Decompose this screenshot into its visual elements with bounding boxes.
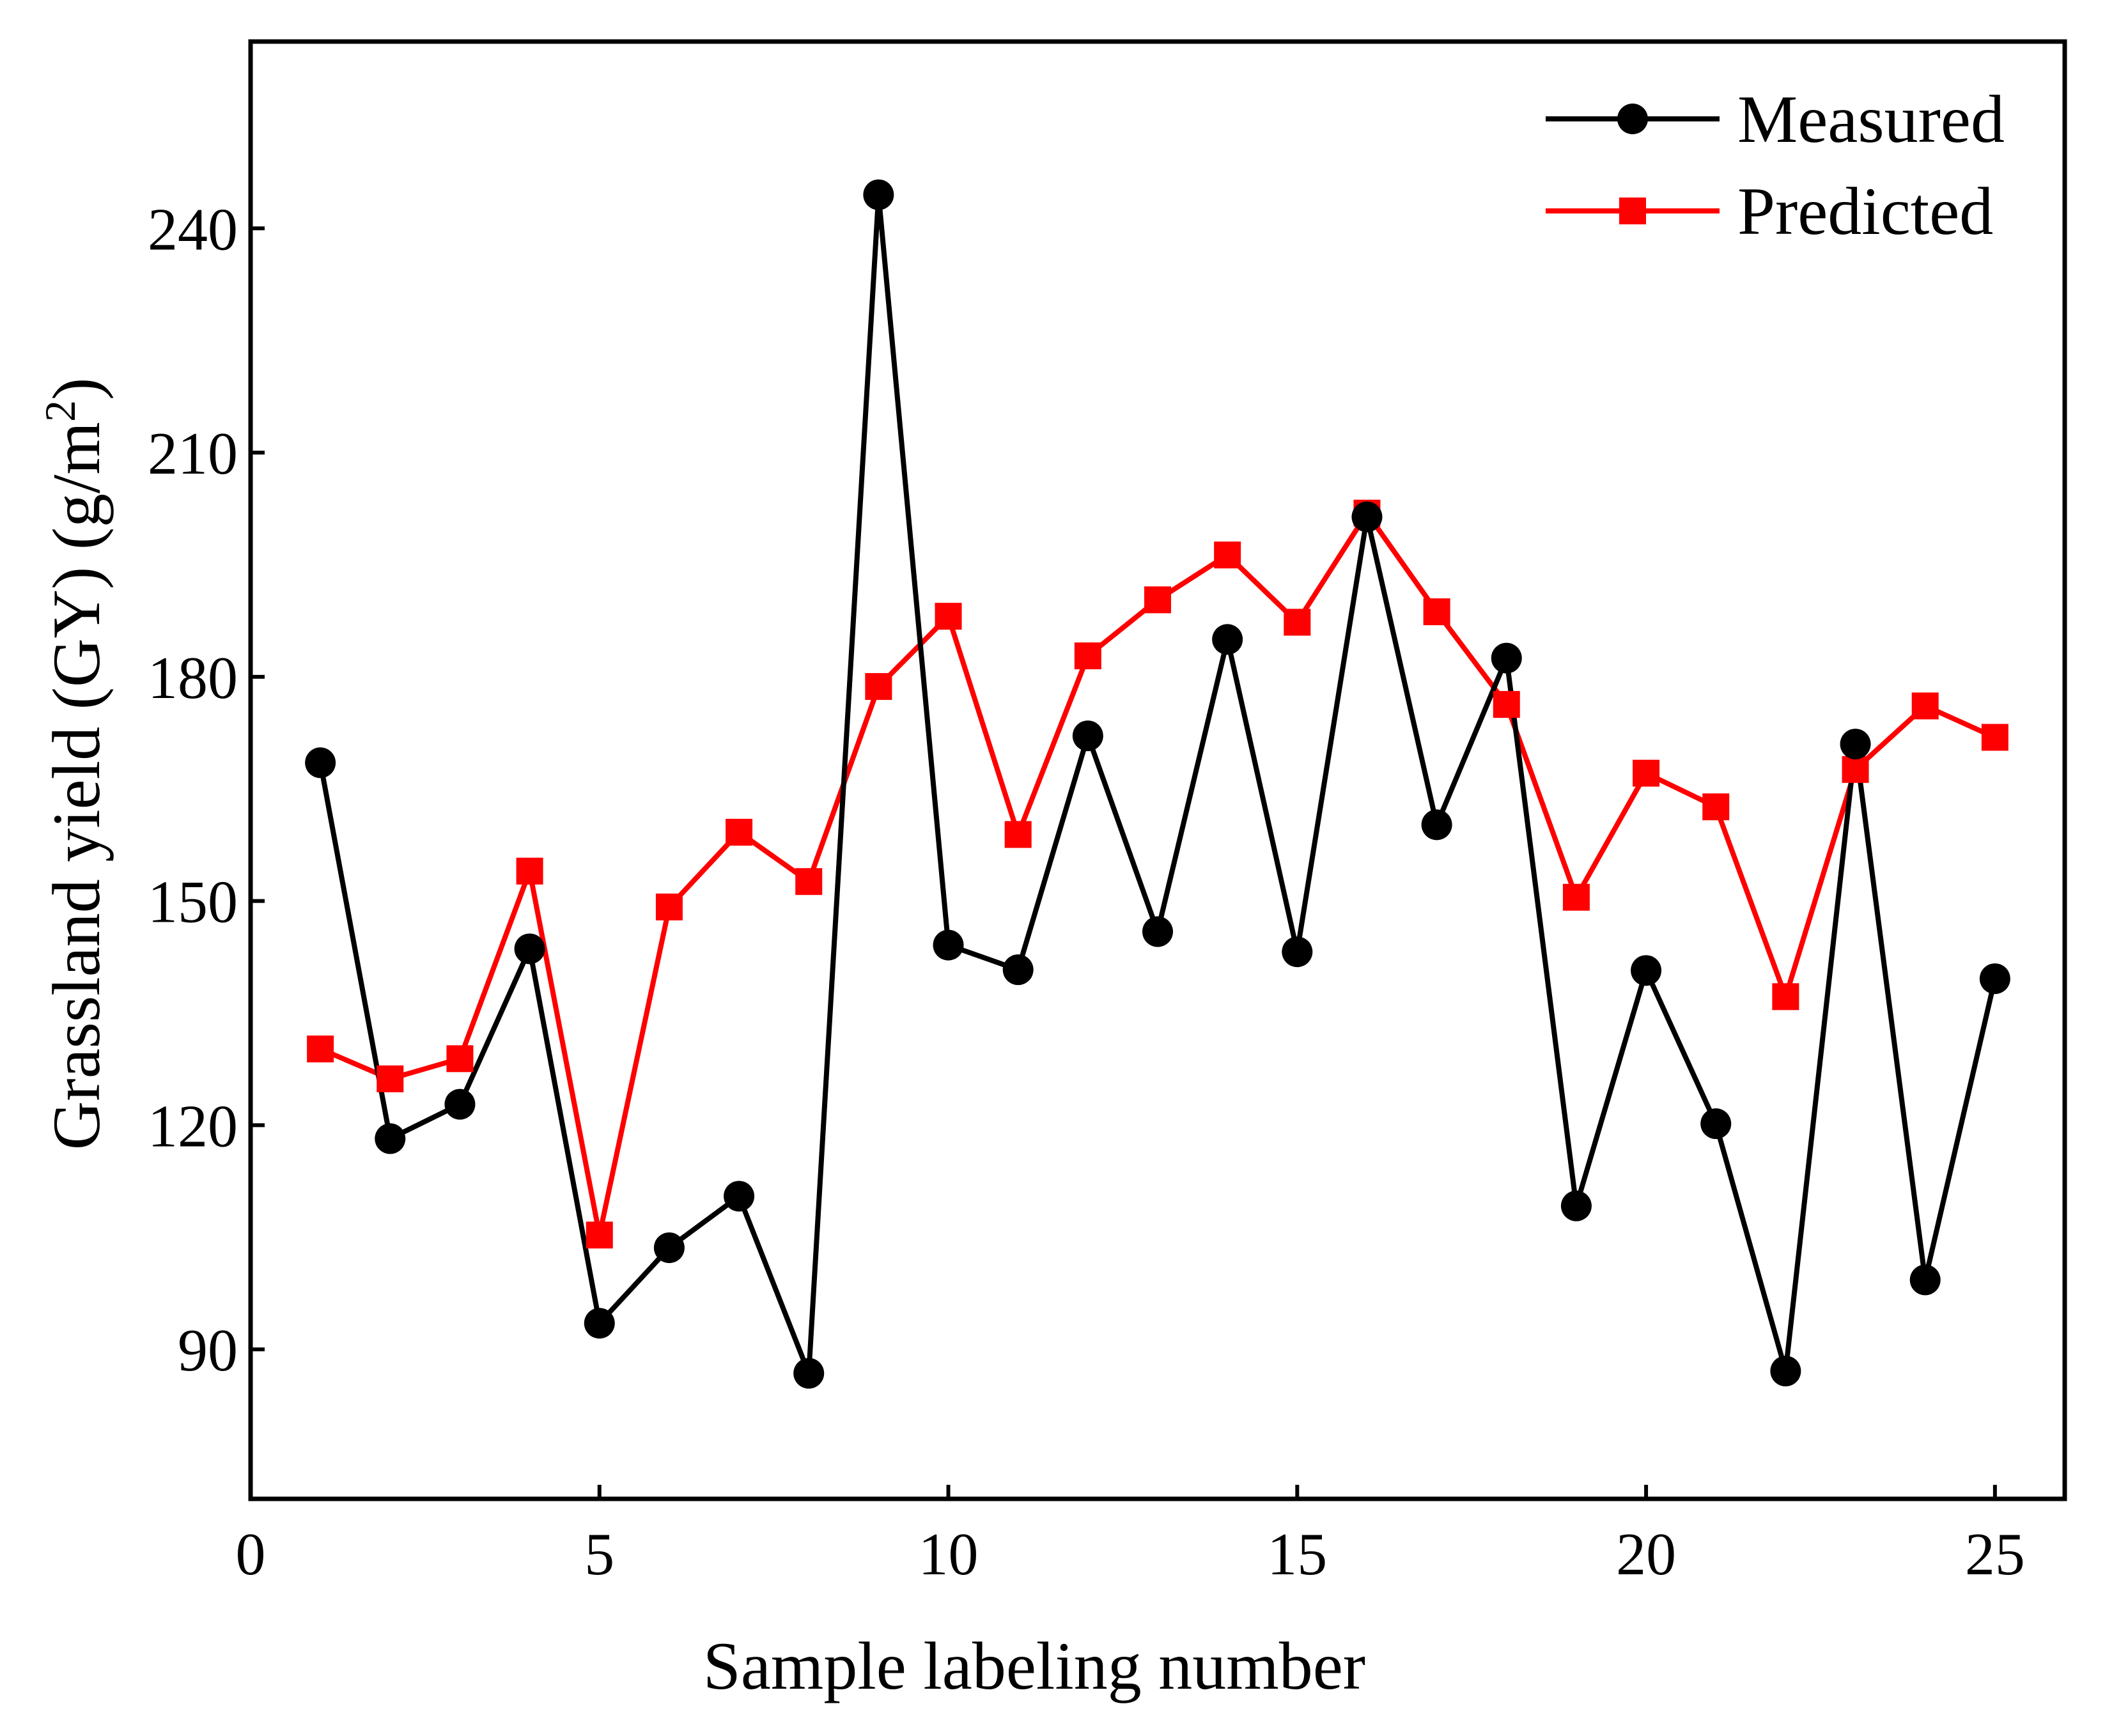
legend-label-measured: Measured: [1737, 82, 2005, 157]
plot-frame: [248, 39, 2067, 1501]
y-axis-ticks: 90 120 150 180 210 240: [148, 196, 265, 1384]
point-measured: [793, 1358, 825, 1389]
point-predicted: [1633, 759, 1660, 787]
point-predicted: [377, 1065, 404, 1092]
point-measured: [933, 929, 964, 961]
y-axis-title-main: Grassland yield (GY) (g/m: [39, 422, 114, 1150]
point-measured: [1631, 955, 1662, 986]
point-predicted: [1562, 883, 1590, 911]
point-predicted: [1214, 541, 1241, 569]
point-measured: [584, 1308, 615, 1339]
point-measured: [863, 179, 894, 210]
point-measured: [1421, 809, 1452, 841]
point-measured: [1840, 729, 1871, 760]
point-measured: [1002, 954, 1034, 986]
point-predicted: [1284, 608, 1311, 636]
x-axis-title: Sample labeling number: [703, 1629, 1365, 1703]
legend: Measured Predicted: [1546, 82, 2005, 249]
point-measured: [1212, 624, 1243, 655]
point-predicted: [1423, 598, 1450, 626]
y-tick-label: 120: [148, 1093, 238, 1159]
point-measured: [305, 747, 336, 779]
point-predicted: [1981, 724, 2008, 751]
x-axis-ticks: 0 5 10 15 20 25: [236, 1485, 2025, 1588]
point-predicted: [726, 819, 753, 846]
x-tick-label: 10: [919, 1521, 979, 1588]
y-tick-label: 210: [148, 421, 238, 487]
point-measured: [1282, 936, 1313, 968]
point-measured: [375, 1123, 406, 1154]
point-predicted: [1074, 642, 1101, 670]
point-measured: [1351, 501, 1383, 532]
point-predicted: [935, 603, 962, 630]
point-measured: [1491, 642, 1522, 674]
point-predicted: [586, 1221, 613, 1249]
point-predicted: [1144, 586, 1171, 614]
x-tick-label: 0: [236, 1521, 266, 1588]
point-predicted: [1842, 756, 1869, 783]
legend-marker-predicted: [1619, 198, 1646, 224]
y-tick-label: 240: [148, 196, 238, 263]
y-axis-title-superscript: 2: [36, 400, 84, 422]
point-measured: [1142, 916, 1173, 947]
x-tick-label: 25: [1965, 1521, 2025, 1588]
point-predicted: [1004, 821, 1032, 848]
point-predicted: [1772, 983, 1799, 1011]
point-measured: [1770, 1356, 1801, 1387]
point-predicted: [446, 1045, 474, 1073]
x-tick-label: 5: [584, 1521, 614, 1588]
x-tick-label: 20: [1616, 1521, 1676, 1588]
y-axis-title: Grassland yield (GY) (g/m2): [36, 378, 114, 1151]
point-measured: [724, 1181, 755, 1212]
point-predicted: [516, 857, 543, 885]
y-tick-label: 180: [148, 645, 238, 711]
point-measured: [444, 1089, 476, 1120]
point-measured: [653, 1232, 685, 1264]
point-predicted: [795, 868, 823, 895]
y-tick-label: 150: [148, 869, 238, 936]
y-axis-title-close: ): [39, 378, 114, 400]
point-predicted: [655, 893, 683, 920]
point-measured: [1072, 720, 1103, 752]
point-measured: [1909, 1264, 1941, 1296]
point-measured: [1560, 1190, 1592, 1221]
legend-label-predicted: Predicted: [1737, 174, 1993, 249]
plot-markers: [305, 179, 2010, 1389]
point-predicted: [865, 673, 892, 701]
legend-marker-measured: [1617, 104, 1648, 134]
point-predicted: [307, 1035, 334, 1063]
x-tick-label: 15: [1267, 1521, 1327, 1588]
point-measured: [1700, 1108, 1732, 1140]
point-predicted: [1702, 793, 1730, 821]
point-measured: [1979, 963, 2010, 995]
point-measured: [514, 933, 545, 965]
point-predicted: [1493, 691, 1520, 718]
y-tick-label: 90: [178, 1317, 238, 1384]
point-predicted: [1911, 692, 1939, 720]
